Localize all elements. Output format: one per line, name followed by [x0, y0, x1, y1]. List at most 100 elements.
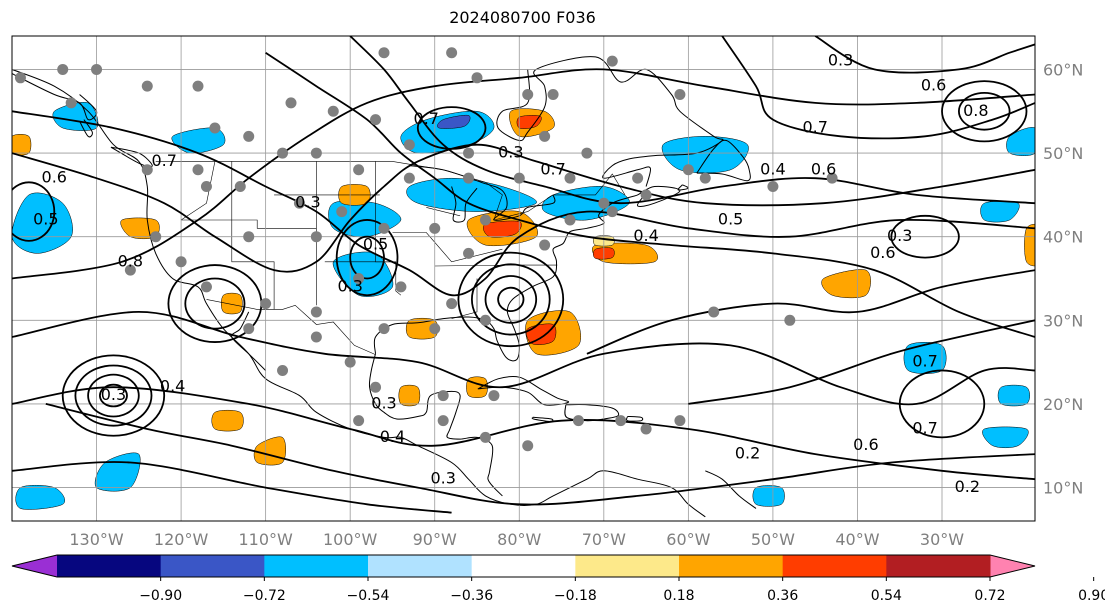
- longitude-label: 100°W: [323, 530, 378, 549]
- station-marker: [446, 298, 458, 310]
- contour-line: [12, 68, 1035, 280]
- contour-labels: 0.3 0.4 0.5 0.6 0.8 0.7 0.3 0.7 0.3 0.7 0.4 0.6 0.5 0…: [33, 51, 988, 496]
- contour-label: 0.2: [955, 477, 980, 496]
- contour-loop: [416, 106, 487, 150]
- station-marker: [615, 415, 627, 427]
- station-marker: [767, 181, 779, 193]
- contour-loop: [74, 364, 153, 427]
- coastline: [231, 311, 266, 371]
- coastline: [477, 375, 570, 406]
- longitude-label: 120°W: [154, 530, 209, 549]
- anomaly-area: [1024, 223, 1035, 267]
- station-marker: [353, 164, 365, 176]
- station-marker: [606, 206, 618, 218]
- longitude-label: 40°W: [835, 530, 879, 549]
- station-marker: [513, 172, 525, 184]
- station-marker: [539, 239, 551, 251]
- contour-line: [12, 110, 1035, 297]
- contour-loop: [87, 373, 140, 418]
- station-marker: [437, 415, 449, 427]
- contour-label: 0.7: [802, 117, 827, 136]
- station-marker: [336, 206, 348, 218]
- contour-label: 0.6: [921, 76, 946, 95]
- station-marker: [260, 298, 272, 310]
- longitude-label: 70°W: [582, 530, 626, 549]
- station-marker: [463, 147, 475, 159]
- contour-label: 0.5: [33, 209, 58, 228]
- contour-label: 0.7: [912, 352, 937, 371]
- station-marker: [150, 231, 162, 243]
- contour-label: 0.4: [160, 377, 185, 396]
- longitude-label: 60°W: [666, 530, 710, 549]
- longitude-label: 110°W: [238, 530, 293, 549]
- station-marker: [403, 172, 415, 184]
- station-marker: [344, 356, 356, 368]
- latitude-label: 30°N: [1043, 311, 1083, 330]
- station-marker: [572, 415, 584, 427]
- contour-loop: [484, 275, 538, 324]
- station-markers: [14, 47, 838, 452]
- contour-lines: [12, 36, 1035, 514]
- anomaly-area: [752, 485, 785, 507]
- contour-label: 0.8: [963, 101, 988, 120]
- colorbar-tick-label: 0.90: [1078, 588, 1105, 604]
- anomaly-area: [220, 292, 243, 315]
- contour-label: 0.3: [828, 51, 853, 70]
- anomaly-area: [253, 436, 286, 466]
- station-marker: [522, 440, 534, 452]
- contour-loop: [12, 181, 56, 242]
- station-marker: [522, 89, 534, 101]
- anomaly-area: [437, 114, 471, 129]
- contour-label: 0.2: [735, 444, 760, 463]
- latitude-label: 10°N: [1043, 479, 1083, 498]
- contour-loop: [890, 214, 960, 259]
- state-border: [180, 161, 216, 221]
- colorbar: −0.90 −0.72 −0.54 −0.36 −0.18 0.18 0.36 0.54 0.7…: [11, 554, 1105, 604]
- map-frame: [11, 35, 1036, 522]
- station-marker: [674, 89, 686, 101]
- station-marker: [192, 80, 204, 92]
- coastlines: [12, 56, 757, 518]
- coastline: [496, 56, 724, 187]
- colorbar-tick-label: 0.54: [871, 588, 902, 604]
- contour-line: [45, 403, 1035, 506]
- station-marker: [243, 231, 255, 243]
- coastline: [625, 416, 644, 422]
- station-marker: [310, 331, 322, 343]
- longitude-label: 90°W: [413, 530, 457, 549]
- contour-line: [688, 319, 1035, 405]
- contour-label: 0.3: [371, 393, 396, 412]
- station-marker: [479, 214, 491, 226]
- contour-line: [586, 269, 1035, 355]
- station-marker: [175, 256, 187, 268]
- latitude-label: 60°N: [1043, 60, 1083, 79]
- station-marker: [200, 281, 212, 293]
- station-marker: [277, 364, 289, 376]
- contour-label: 0.5: [363, 235, 388, 254]
- contour-loop: [957, 91, 1011, 131]
- station-marker: [606, 55, 618, 67]
- colorbar-segment: [368, 555, 473, 577]
- station-marker: [310, 231, 322, 243]
- station-marker: [327, 105, 339, 117]
- station-marker: [209, 122, 221, 134]
- plot-title: 2024080700 F036: [449, 8, 596, 27]
- contour-loop: [470, 263, 551, 336]
- contour-label: 0.4: [760, 159, 785, 178]
- contour-line: [814, 36, 1035, 74]
- contour-label: 0.3: [101, 385, 126, 404]
- station-marker: [353, 273, 365, 284]
- colorbar-extend-high: [990, 555, 1035, 577]
- station-marker: [437, 390, 449, 402]
- contour-label: 0.6: [870, 243, 895, 262]
- latitude-label: 40°N: [1043, 228, 1083, 247]
- contour-loop: [167, 264, 263, 343]
- anomaly-area: [211, 409, 244, 432]
- state-border: [181, 219, 317, 229]
- contour-loop: [184, 277, 246, 330]
- station-marker: [14, 72, 26, 84]
- station-marker: [471, 72, 483, 84]
- station-marker: [463, 172, 475, 184]
- colorbar-outline: [11, 554, 1036, 578]
- station-marker: [682, 164, 694, 176]
